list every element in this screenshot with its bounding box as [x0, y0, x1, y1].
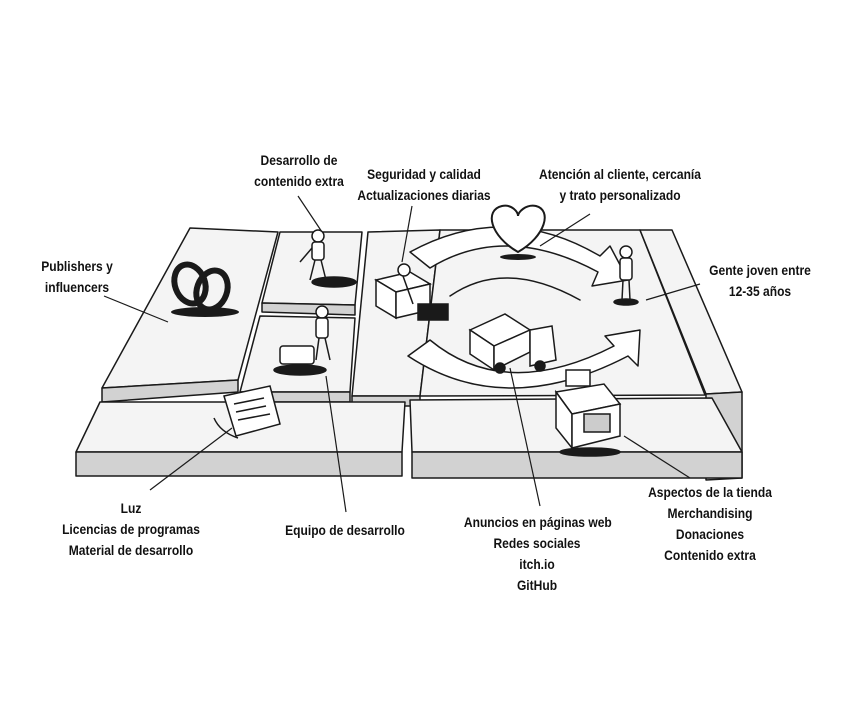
cash-register-icon: [554, 369, 622, 457]
channels-label: Anuncios en páginas web Redes sociales i…: [463, 512, 612, 596]
interlocked-rings-icon: [171, 261, 239, 317]
channels-line-2: Redes sociales: [493, 535, 581, 551]
connector-customer-relationships: [539, 213, 591, 247]
value-proposition-line-1: Seguridad y calidad: [367, 166, 481, 182]
connector-cost-structure: [149, 427, 233, 491]
cost-structure-label: Luz Licencias de programas Material de d…: [58, 498, 204, 561]
connector-customer-segments: [645, 283, 701, 301]
customer-relationships-label: Atención al cliente, cercanía y trato pe…: [534, 164, 706, 206]
worker-figure-icon: [299, 229, 357, 288]
key-partners-line-2: influencers: [44, 279, 110, 295]
key-partners-label: Publishers y influencers: [30, 256, 125, 298]
worker-box-figure-icon: [273, 305, 331, 376]
inner-arc: [449, 277, 581, 301]
customer-segments-line-2: 12-35 años: [728, 283, 792, 299]
delivery-truck-icon: [468, 313, 557, 374]
customer-segments-line-1: Gente joven entre: [709, 262, 811, 278]
revenue-streams-line-2: Merchandising: [667, 505, 753, 521]
connector-key-partners: [103, 295, 169, 323]
customer-figure-icon: [613, 245, 639, 306]
connector-revenue-streams: [623, 435, 691, 479]
connector-value-proposition: [401, 205, 413, 263]
channels-line-4: GitHub: [516, 577, 558, 593]
connector-key-resources: [325, 375, 347, 513]
channels-line-3: itch.io: [519, 556, 555, 572]
heart-icon: [490, 204, 546, 254]
value-proposition-label: Seguridad y calidad Actualizaciones diar…: [355, 164, 493, 206]
revenue-streams-label: Aspectos de la tienda Merchandising Dona…: [641, 482, 779, 566]
key-activities-line-2: contenido extra: [254, 173, 344, 189]
key-partners-line-1: Publishers y: [41, 258, 113, 274]
connector-channels: [509, 367, 541, 507]
cost-structure-line-2: Licencias de programas: [62, 521, 200, 537]
key-activities-label: Desarrollo de contenido extra: [243, 150, 355, 192]
connector-key-activities: [297, 195, 323, 233]
revenue-streams-line-3: Donaciones: [675, 526, 745, 542]
cost-structure-block: [75, 401, 406, 477]
key-activities-line-1: Desarrollo de: [260, 152, 338, 168]
gift-box-icon: [374, 263, 449, 321]
key-resources-line-1: Equipo de desarrollo: [285, 522, 405, 538]
customer-relationships-line-1: Atención al cliente, cercanía: [539, 166, 701, 182]
revenue-streams-line-1: Aspectos de la tienda: [648, 484, 772, 500]
channels-line-1: Anuncios en páginas web: [463, 514, 612, 530]
document-icon: [213, 385, 281, 439]
key-resources-label: Equipo de desarrollo: [281, 520, 410, 541]
cost-structure-line-3: Material de desarrollo: [68, 542, 194, 558]
customer-segments-label: Gente joven entre 12-35 años: [700, 260, 820, 302]
revenue-streams-line-4: Contenido extra: [664, 547, 756, 563]
cost-structure-line-1: Luz: [120, 500, 142, 516]
value-proposition-line-2: Actualizaciones diarias: [357, 187, 491, 203]
customer-relationships-line-2: y trato personalizado: [559, 187, 681, 203]
